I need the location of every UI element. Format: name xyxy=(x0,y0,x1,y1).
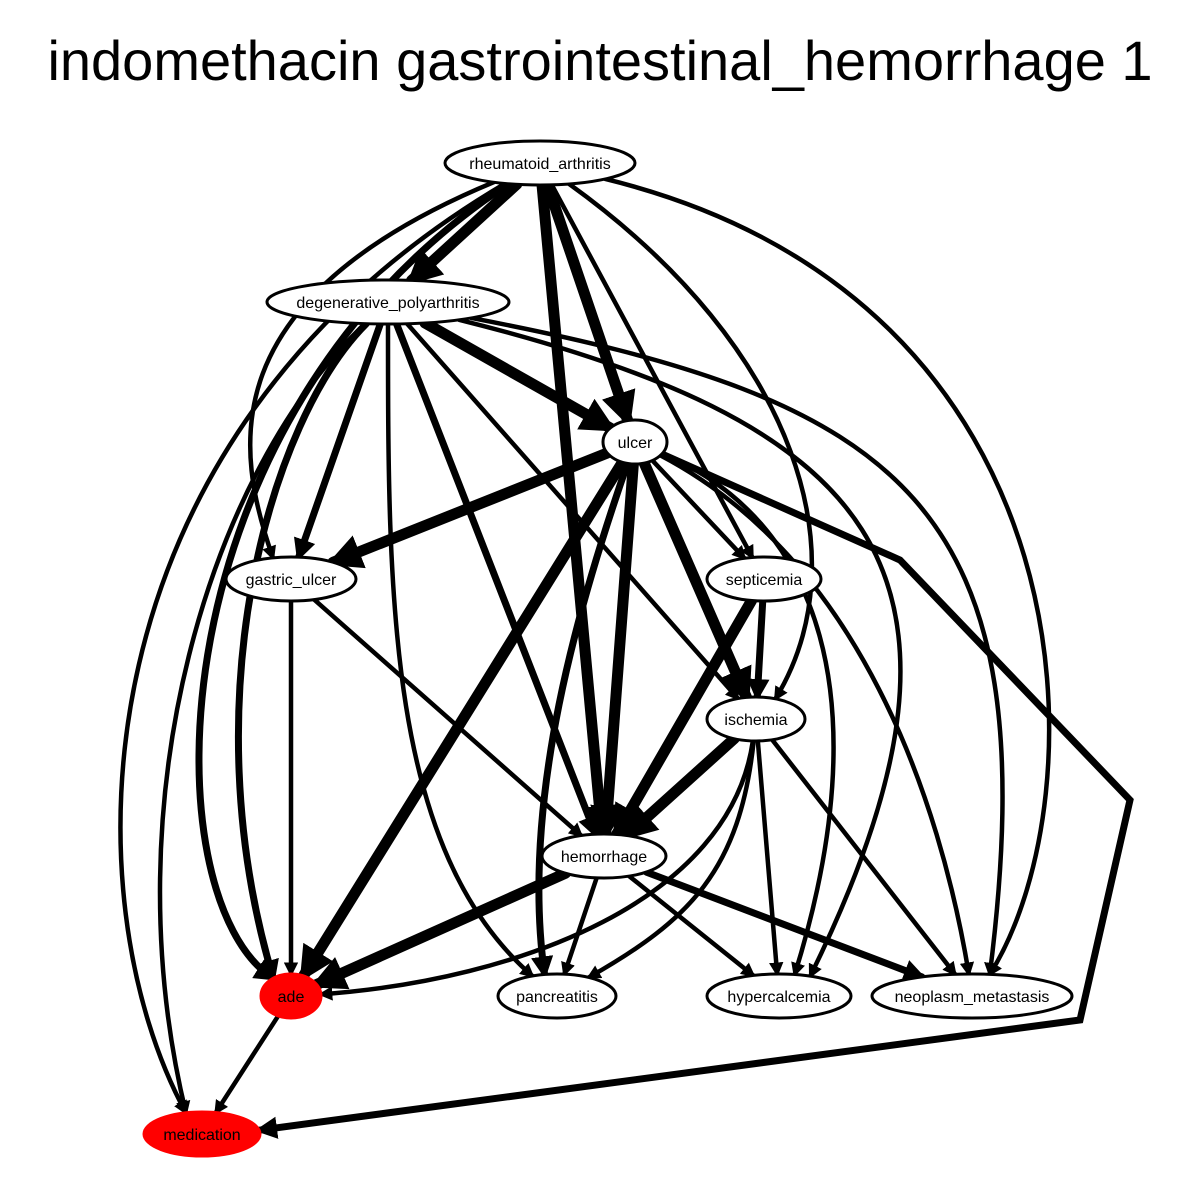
node-label: neoplasm_metastasis xyxy=(895,989,1050,1006)
node-rheumatoid-arthritis[interactable]: rheumatoid_arthritis xyxy=(443,139,637,187)
edge-degenerative-polyarthritis-to-hemorrhage xyxy=(393,320,600,839)
node-label: pancreatitis xyxy=(516,989,598,1006)
edge-rheumatoid-arthritis-to-neoplasm-metastasis xyxy=(603,176,1052,977)
edge-ulcer-to-ade xyxy=(297,456,628,982)
edge-degenerative-polyarthritis-to-gastric-ulcer xyxy=(294,320,384,562)
node-label: medication xyxy=(163,1127,240,1144)
nodes-layer: rheumatoid_arthritis degenerative_polyar… xyxy=(142,139,1074,1158)
edge-hemorrhage-to-hypercalcemia xyxy=(626,873,756,978)
edge-gastric-ulcer-to-hemorrhage xyxy=(311,597,584,838)
node-label: ulcer xyxy=(618,435,653,452)
node-label: ade xyxy=(278,989,305,1006)
graph-title: indomethacin gastrointestinal_hemorrhage… xyxy=(47,29,1153,92)
edge-ulcer-to-septicemia xyxy=(650,458,747,561)
edge-ischemia-to-hypercalcemia xyxy=(755,738,784,977)
edge-hemorrhage-to-neoplasm-metastasis xyxy=(642,868,927,982)
node-label: degenerative_polyarthritis xyxy=(296,295,479,312)
edge-ischemia-to-hemorrhage xyxy=(621,733,740,842)
node-hemorrhage[interactable]: hemorrhage xyxy=(540,832,668,880)
node-pancreatitis[interactable]: pancreatitis xyxy=(496,972,618,1020)
edge-degenerative-polyarthritis-to-ischemia xyxy=(404,321,741,701)
edge-ulcer-to-neoplasm-metastasis xyxy=(658,453,975,977)
node-gastric-ulcer[interactable]: gastric_ulcer xyxy=(224,555,358,603)
edge-degenerative-polyarthritis-to-neoplasm-metastasis xyxy=(469,315,1005,978)
node-label: ischemia xyxy=(724,712,787,729)
edge-ulcer-to-pancreatitis xyxy=(531,459,632,979)
node-hypercalcemia[interactable]: hypercalcemia xyxy=(705,972,853,1020)
node-degenerative-polyarthritis[interactable]: degenerative_polyarthritis xyxy=(265,278,511,326)
edge-ulcer-to-gastric-ulcer xyxy=(326,447,613,569)
node-label: hypercalcemia xyxy=(727,989,830,1006)
edge-septicemia-to-ischemia xyxy=(747,597,770,702)
node-label: gastric_ulcer xyxy=(246,572,337,589)
edge-rheumatoid-arthritis-to-medication xyxy=(118,181,508,1116)
node-ulcer[interactable]: ulcer xyxy=(601,418,669,466)
edge-septicemia-to-hemorrhage xyxy=(610,594,758,841)
edge-hemorrhage-to-pancreatitis xyxy=(561,875,599,977)
edge-ischemia-to-pancreatitis xyxy=(586,738,756,980)
edge-ade-to-medication xyxy=(213,1013,281,1116)
edge-hemorrhage-to-ade xyxy=(310,867,571,991)
node-septicemia[interactable]: septicemia xyxy=(705,555,823,603)
edge-ulcer-to-hemorrhage xyxy=(590,458,639,842)
node-neoplasm-metastasis[interactable]: neoplasm_metastasis xyxy=(870,972,1074,1020)
node-medication[interactable]: medication xyxy=(142,1110,262,1158)
edge-degenerative-polyarthritis-to-hypercalcemia xyxy=(456,317,903,979)
node-ischemia[interactable]: ischemia xyxy=(705,695,807,743)
node-label: hemorrhage xyxy=(561,849,647,866)
edge-rheumatoid-arthritis-to-ulcer xyxy=(541,179,636,428)
edge-rheumatoid-arthritis-to-degenerative-polyarthritis xyxy=(406,178,523,286)
edge-ulcer-to-hypercalcemia xyxy=(660,451,836,978)
edge-ulcer-to-medication xyxy=(254,450,1134,1139)
edge-rheumatoid-arthritis-to-gastric-ulcer xyxy=(248,179,496,561)
node-ade[interactable]: ade xyxy=(259,972,323,1020)
edge-ulcer-to-ischemia xyxy=(638,457,753,704)
edge-degenerative-polyarthritis-to-ulcer xyxy=(419,317,617,434)
edge-ischemia-to-neoplasm-metastasis xyxy=(769,737,958,977)
edge-ischemia-to-ade xyxy=(318,738,756,1001)
node-label: rheumatoid_arthritis xyxy=(469,156,610,173)
edge-degenerative-polyarthritis-to-medication xyxy=(157,321,368,1116)
edge-rheumatoid-arthritis-to-septicemia xyxy=(549,182,755,560)
node-label: septicemia xyxy=(726,572,803,589)
